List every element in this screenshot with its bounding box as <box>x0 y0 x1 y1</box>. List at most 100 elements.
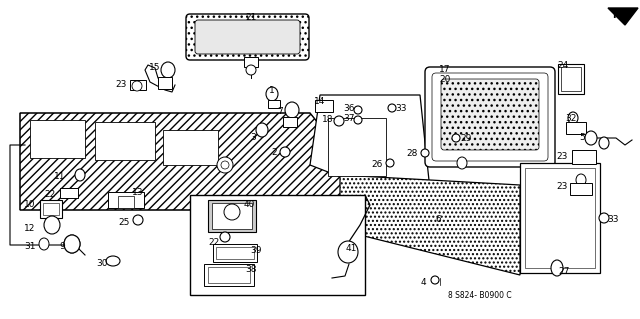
Bar <box>118 196 134 208</box>
Text: 40: 40 <box>244 200 255 209</box>
FancyBboxPatch shape <box>441 79 539 150</box>
Bar <box>572 150 596 164</box>
Ellipse shape <box>551 260 563 276</box>
Text: 24: 24 <box>557 61 568 70</box>
Polygon shape <box>608 8 638 25</box>
Bar <box>566 122 586 134</box>
Text: 33: 33 <box>395 104 406 113</box>
Circle shape <box>388 104 396 112</box>
Text: 12: 12 <box>24 224 35 233</box>
Text: 31: 31 <box>24 242 36 251</box>
Text: 18: 18 <box>321 115 333 124</box>
Text: 39: 39 <box>250 246 262 255</box>
Ellipse shape <box>576 174 586 186</box>
Bar <box>204 264 254 286</box>
Bar <box>328 118 386 176</box>
Text: 32: 32 <box>565 114 577 123</box>
Bar <box>130 80 146 90</box>
Bar <box>158 77 172 89</box>
Bar <box>43 203 59 215</box>
Ellipse shape <box>161 62 175 78</box>
Circle shape <box>354 106 362 114</box>
Text: 23: 23 <box>116 80 127 89</box>
Ellipse shape <box>75 169 85 181</box>
Text: 27: 27 <box>558 267 570 276</box>
Ellipse shape <box>44 216 60 234</box>
FancyBboxPatch shape <box>186 14 309 60</box>
Bar <box>216 247 254 259</box>
Text: 37: 37 <box>344 114 355 123</box>
Ellipse shape <box>599 137 609 149</box>
Ellipse shape <box>568 112 578 124</box>
Text: 25: 25 <box>118 218 130 227</box>
Text: 26: 26 <box>372 160 383 169</box>
Text: 14: 14 <box>314 97 326 106</box>
Bar <box>212 203 252 229</box>
Ellipse shape <box>285 102 299 118</box>
Bar <box>558 64 584 94</box>
Text: 5: 5 <box>579 133 585 142</box>
Text: 33: 33 <box>607 215 618 224</box>
Bar <box>520 163 600 273</box>
Bar <box>213 244 257 262</box>
Ellipse shape <box>266 87 278 101</box>
Text: 10: 10 <box>24 200 35 209</box>
Circle shape <box>220 232 230 242</box>
FancyBboxPatch shape <box>195 20 300 54</box>
Bar <box>570 183 592 195</box>
Bar <box>315 100 333 112</box>
Ellipse shape <box>132 81 142 91</box>
Text: 22: 22 <box>209 238 220 247</box>
Text: 22: 22 <box>45 190 56 199</box>
Bar <box>40 200 62 218</box>
Text: 23: 23 <box>557 182 568 191</box>
Ellipse shape <box>106 256 120 266</box>
Ellipse shape <box>64 235 80 253</box>
Circle shape <box>334 116 344 126</box>
Ellipse shape <box>39 238 49 250</box>
Ellipse shape <box>224 204 240 220</box>
Text: 17: 17 <box>439 65 451 74</box>
Circle shape <box>280 147 290 157</box>
Text: 38: 38 <box>245 265 257 274</box>
Text: 30: 30 <box>97 259 108 268</box>
Text: 1: 1 <box>269 86 275 95</box>
Bar <box>30 120 85 158</box>
Text: 7: 7 <box>277 107 283 116</box>
Circle shape <box>133 215 143 225</box>
Text: 41: 41 <box>346 244 357 253</box>
Text: 15: 15 <box>149 63 161 72</box>
Ellipse shape <box>64 235 80 253</box>
Text: 4: 4 <box>420 278 426 287</box>
Text: 8 S824- B0900 C: 8 S824- B0900 C <box>448 291 511 300</box>
Circle shape <box>421 149 429 157</box>
Circle shape <box>354 116 362 124</box>
Bar <box>60 188 78 198</box>
Text: 29: 29 <box>460 134 472 143</box>
Text: 13: 13 <box>132 188 143 197</box>
Bar <box>208 200 256 232</box>
Bar <box>190 195 365 295</box>
Bar <box>163 130 218 165</box>
Text: 36: 36 <box>344 104 355 113</box>
Bar <box>561 67 581 91</box>
Text: 2: 2 <box>271 148 277 157</box>
Bar <box>525 168 595 268</box>
Text: 9: 9 <box>60 242 65 251</box>
Bar <box>268 100 280 108</box>
Bar <box>244 57 258 67</box>
Ellipse shape <box>256 123 268 137</box>
Text: 28: 28 <box>406 149 418 158</box>
Text: 20: 20 <box>439 75 451 84</box>
FancyBboxPatch shape <box>425 67 555 167</box>
Circle shape <box>386 159 394 167</box>
Circle shape <box>431 276 439 284</box>
Bar <box>283 117 297 127</box>
Polygon shape <box>20 113 360 210</box>
Text: FR.: FR. <box>612 10 630 20</box>
Circle shape <box>221 161 229 169</box>
Bar <box>108 192 144 208</box>
Polygon shape <box>340 175 520 275</box>
Text: 6: 6 <box>435 215 441 224</box>
Circle shape <box>217 157 233 173</box>
